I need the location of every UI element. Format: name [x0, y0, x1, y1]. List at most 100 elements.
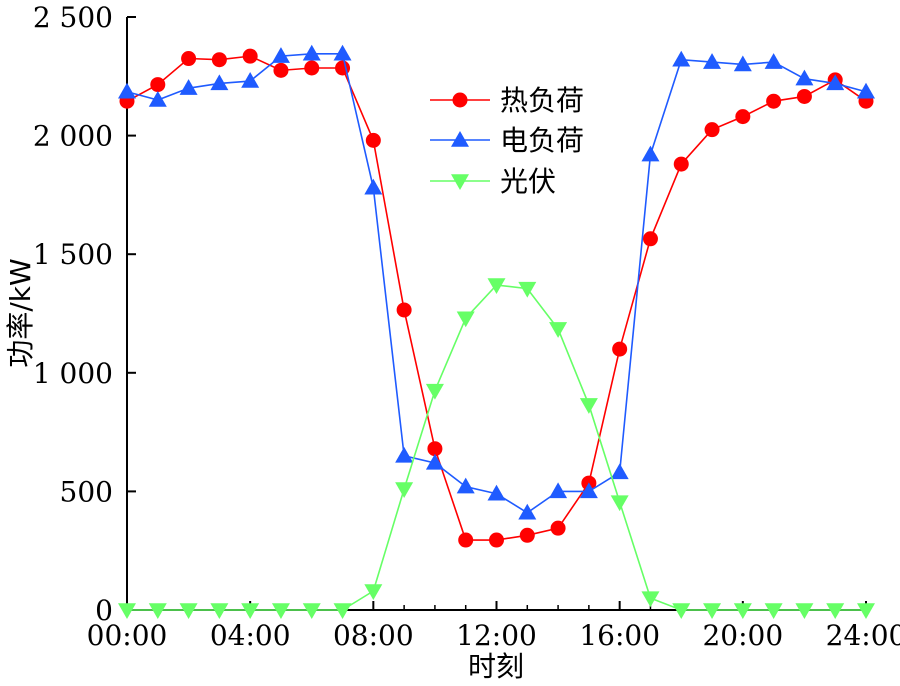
legend-entry: 电负荷: [430, 124, 584, 157]
x-tick-label: 16:00: [579, 619, 660, 652]
data-point: [456, 477, 475, 494]
x-axis-title: 时刻: [468, 650, 524, 683]
data-point: [150, 77, 166, 93]
y-tick-label: 1 000: [33, 357, 113, 390]
data-point: [766, 93, 782, 109]
data-point: [427, 441, 443, 457]
legend-label: 光伏: [500, 165, 556, 198]
ticks: [126, 16, 867, 611]
y-tick-label: 500: [60, 475, 113, 508]
data-point: [148, 91, 167, 107]
data-point: [364, 178, 383, 195]
data-point: [273, 62, 289, 78]
x-tick-label: 20:00: [702, 619, 783, 652]
legend-entry: 光伏: [430, 165, 556, 198]
data-point: [396, 302, 412, 318]
data-point: [703, 53, 722, 69]
y-tick-label: 2 000: [33, 120, 113, 153]
data-point: [673, 156, 689, 172]
data-point: [704, 122, 720, 138]
data-point: [395, 482, 414, 499]
y-tick-label: 0: [95, 594, 113, 627]
data-point: [519, 527, 535, 543]
data-point: [764, 603, 783, 619]
data-point: [579, 398, 598, 414]
data-point: [210, 603, 229, 619]
series-layer: [118, 44, 875, 619]
x-tick-label: 12:00: [456, 619, 537, 652]
data-point: [641, 591, 660, 608]
legend-label: 热负荷: [500, 84, 584, 117]
series-2: [118, 44, 875, 520]
data-point: [733, 603, 752, 619]
data-point: [118, 603, 136, 619]
data-point: [672, 603, 691, 619]
data-point: [489, 532, 504, 548]
data-point: [241, 603, 260, 619]
data-point: [672, 50, 691, 67]
data-point: [118, 82, 136, 99]
data-point: [456, 311, 475, 328]
data-point: [302, 44, 321, 61]
data-point: [425, 453, 444, 470]
data-point: [795, 603, 814, 619]
data-point: [518, 281, 537, 298]
data-point: [487, 278, 506, 295]
data-point: [395, 446, 414, 463]
data-point: [179, 603, 198, 619]
data-point: [518, 503, 537, 520]
data-point: [365, 132, 381, 148]
x-tick-label: 08:00: [333, 619, 414, 652]
legend-marker: [452, 92, 468, 108]
legend-marker: [451, 174, 469, 190]
axes: [126, 17, 866, 611]
x-tick-label: 00:00: [87, 619, 168, 652]
data-point: [425, 383, 444, 400]
data-point: [764, 53, 783, 69]
data-point: [579, 482, 598, 499]
data-point: [549, 482, 568, 499]
data-point: [242, 48, 258, 64]
data-point: [857, 603, 875, 619]
data-point: [733, 55, 752, 72]
data-point: [826, 603, 845, 619]
data-point: [302, 603, 321, 619]
data-point: [703, 603, 722, 619]
data-point: [211, 52, 227, 68]
data-point: [857, 82, 875, 99]
data-point: [487, 484, 506, 501]
data-point: [612, 341, 628, 357]
data-point: [610, 495, 629, 512]
data-point: [364, 584, 383, 601]
series-3: [118, 278, 875, 619]
data-point: [796, 88, 812, 104]
tick-labels: 00:00 04:00 08:00 12:00 16:00 20:00 24:00 0 500 1…: [33, 1, 900, 652]
x-tick-label: 24:00: [826, 619, 900, 652]
data-point: [642, 231, 658, 247]
data-point: [148, 603, 167, 619]
y-tick-label: 1 500: [33, 238, 113, 271]
series-line: [127, 284, 866, 611]
data-point: [304, 60, 320, 76]
y-tick-label: 2 500: [33, 1, 113, 34]
series-1: [119, 48, 874, 548]
data-point: [735, 109, 751, 125]
data-point: [458, 532, 474, 548]
data-point: [333, 603, 352, 619]
data-point: [610, 463, 629, 480]
data-point: [271, 603, 290, 619]
legend-marker: [451, 131, 469, 147]
legend-entry: 热负荷: [430, 84, 584, 117]
data-point: [181, 51, 197, 67]
legend-label: 电负荷: [500, 124, 584, 157]
data-point: [333, 44, 352, 61]
x-tick-label: 04:00: [210, 619, 291, 652]
data-point: [549, 322, 568, 338]
series-line: [126, 55, 867, 541]
data-point: [641, 145, 660, 162]
data-point: [210, 74, 229, 91]
data-point: [795, 69, 814, 86]
data-point: [826, 74, 845, 91]
